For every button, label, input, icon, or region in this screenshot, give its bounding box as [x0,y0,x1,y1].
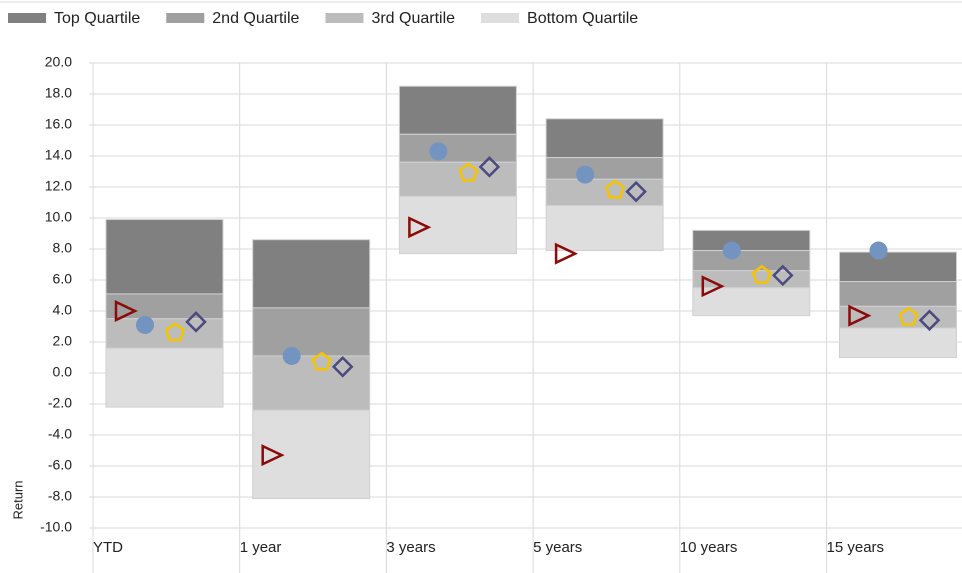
y-tick-label: -2.0 [48,395,72,411]
marker-circle [576,165,595,184]
marker-triangle [701,275,725,298]
marker-diamond [772,264,794,287]
marker-diamond [625,180,647,203]
quartile-bar [398,85,517,135]
marker-circle [869,241,888,260]
x-tick-label: 15 years [827,539,885,556]
legend-label: 2nd Quartile [212,10,299,27]
legend-swatch [8,13,46,23]
quartile-bar [839,251,957,283]
quartile-bar [545,118,664,159]
y-tick-label: 0.0 [53,364,73,380]
legend-label: 3rd Quartile [371,10,455,27]
y-tick-label: 8.0 [53,240,73,256]
marker-triangle [261,444,285,467]
marker-triangle [554,242,579,265]
y-tick-label: 20.0 [45,54,72,70]
quartile-bar [252,355,371,411]
y-tick-label: -6.0 [48,457,72,473]
marker-triangle [114,300,138,322]
quartile-bar [839,281,957,307]
x-tick-label: YTD [93,539,123,556]
marker-diamond [331,356,354,378]
y-tick-label: 4.0 [53,302,73,318]
x-tick-label: 1 year [240,539,282,556]
quartile-bar [398,195,517,255]
quartile-bar [692,250,811,272]
x-tick-label: 5 years [533,539,582,556]
y-tick-label: 16.0 [45,116,72,132]
marker-diamond [478,156,501,178]
legend-label: Bottom Quartile [527,10,638,27]
y-tick-label: -4.0 [48,426,72,442]
quartile-bar [105,219,224,295]
marker-circle [722,241,741,260]
marker-circle [429,142,448,161]
marker-circle [282,346,301,365]
quartile-bar [839,327,957,358]
y-tick-label: 10.0 [45,209,72,225]
y-tick-label: 2.0 [53,333,73,349]
marker-diamond [185,311,207,333]
quartile-bar [545,157,664,180]
y-tick-label: 18.0 [45,85,72,101]
quartile-bar [692,287,811,317]
x-tick-label: 3 years [386,539,435,556]
quartile-bar [252,409,371,500]
quartile-bar [252,307,371,357]
marker-diamond [918,309,941,332]
marker-triangle [408,216,432,239]
marker-triangle [848,304,872,327]
legend-swatch [325,13,364,23]
marker-pentagon [751,264,772,284]
marker-pentagon [311,351,332,371]
quartile-bar [692,270,811,289]
quartile-bar [398,133,517,163]
y-tick-label: 6.0 [53,271,73,287]
legend-swatch [481,13,520,23]
quartile-bar [252,239,371,309]
quartile-bar [545,205,664,252]
marker-circle [136,315,154,334]
x-tick-label: 10 years [680,539,738,556]
marker-pentagon [164,322,186,342]
legend-swatch [166,13,205,23]
y-tick-label: -10.0 [40,519,72,535]
y-tick-label: -8.0 [48,488,72,504]
quartile-bar [105,347,224,408]
marker-pentagon [605,179,626,199]
quartile-bar [692,229,811,252]
marker-pentagon [458,162,479,182]
y-axis-label: Return [10,480,25,519]
legend-label: Top Quartile [54,10,140,27]
y-tick-label: 14.0 [45,147,72,163]
y-tick-label: 12.0 [45,178,72,194]
marker-pentagon [898,306,919,326]
